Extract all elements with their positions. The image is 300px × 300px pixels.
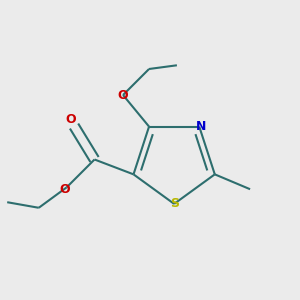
Text: S: S <box>169 197 178 210</box>
Text: O: O <box>66 113 76 126</box>
Text: N: N <box>196 120 206 133</box>
Text: O: O <box>59 183 70 196</box>
Text: O: O <box>118 88 128 101</box>
